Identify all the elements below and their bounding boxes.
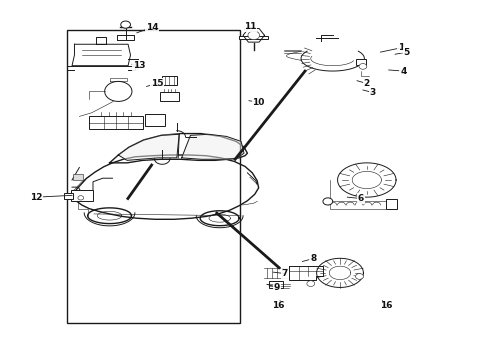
Circle shape [359, 64, 367, 69]
Text: 16: 16 [380, 301, 392, 310]
Circle shape [105, 81, 132, 102]
Circle shape [248, 31, 260, 40]
Text: 14: 14 [146, 23, 159, 32]
Text: 4: 4 [400, 67, 407, 76]
Bar [74, 174, 83, 180]
Bar [67, 30, 240, 323]
Polygon shape [182, 134, 244, 159]
Text: 7: 7 [282, 269, 288, 278]
Bar [89, 116, 143, 129]
Bar [386, 199, 397, 209]
Text: 2: 2 [364, 79, 370, 88]
Bar [71, 190, 93, 202]
Text: 11: 11 [244, 22, 256, 31]
Text: 1: 1 [398, 43, 404, 52]
Circle shape [121, 21, 130, 28]
Circle shape [356, 274, 364, 279]
Text: 13: 13 [132, 61, 145, 70]
Text: 16: 16 [272, 301, 284, 310]
Text: 5: 5 [404, 48, 410, 57]
Bar [270, 281, 283, 288]
Circle shape [307, 281, 315, 287]
Bar [239, 36, 269, 39]
Bar [162, 76, 177, 85]
Polygon shape [118, 134, 179, 160]
Bar [356, 59, 366, 65]
Text: 10: 10 [252, 98, 265, 107]
Bar [145, 114, 165, 126]
Text: 3: 3 [369, 88, 376, 97]
Bar [64, 193, 73, 199]
Text: 8: 8 [310, 254, 317, 263]
Circle shape [323, 198, 333, 205]
Text: 6: 6 [358, 194, 364, 203]
Text: 15: 15 [151, 79, 164, 88]
Bar [160, 92, 179, 101]
Text: 9: 9 [273, 283, 280, 292]
Text: 12: 12 [30, 193, 43, 202]
Circle shape [78, 196, 84, 200]
